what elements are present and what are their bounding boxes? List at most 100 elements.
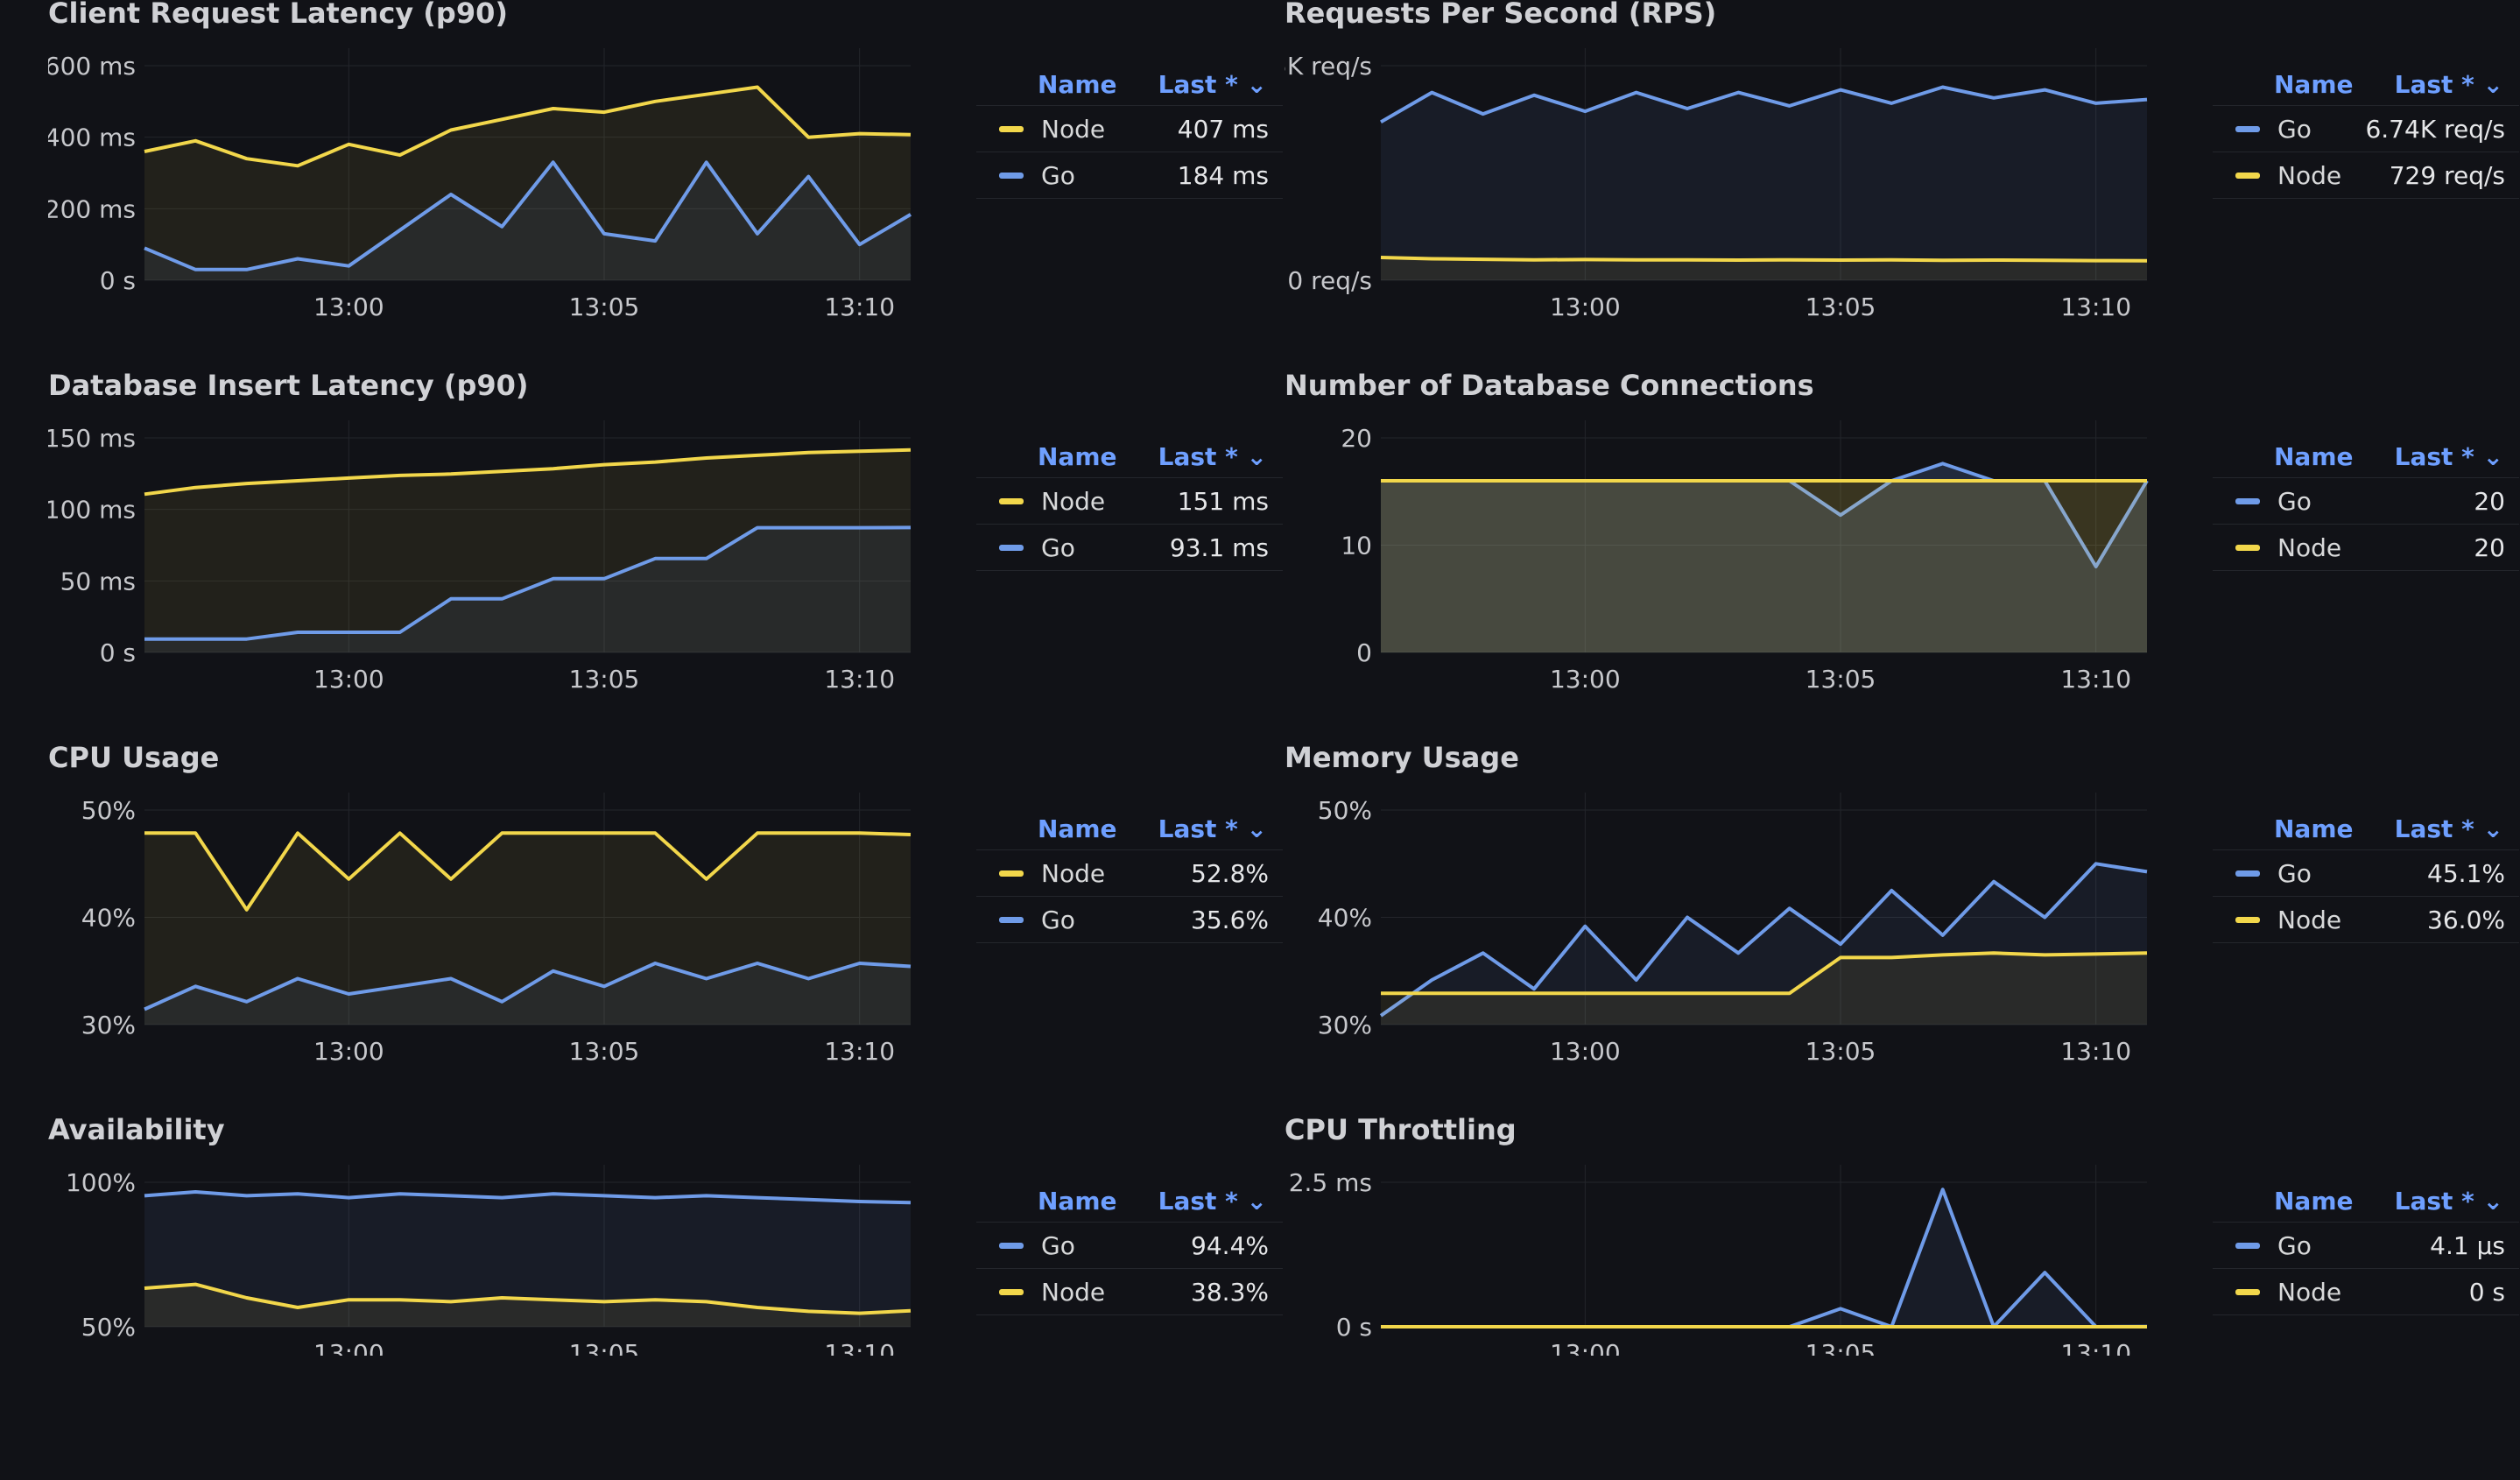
legend-row[interactable]: Node 0 s — [2213, 1269, 2519, 1315]
series-last-value: 20 — [2474, 486, 2505, 516]
series-line-node — [144, 448, 912, 497]
series-last-value: 93.1 ms — [1169, 532, 1269, 562]
y-tick-label: 30% — [81, 1011, 136, 1040]
series-area-go — [1381, 463, 2147, 652]
legend-row[interactable]: Go 6.74K req/s — [2213, 106, 2519, 152]
series-last-value: 45.1% — [2427, 858, 2505, 888]
series-line-go — [1379, 862, 2148, 1018]
legend-header-last[interactable]: Last * ⌄ — [2394, 441, 2503, 471]
legend-row[interactable]: Node 20 — [2213, 525, 2519, 571]
legend-row[interactable]: Go 35.6% — [976, 897, 1283, 943]
panel-memory-usage: Memory Usage 13:00 13:05 13:10 50% 40% 30% Na… — [1285, 741, 2519, 1108]
x-tick-label: 13:10 — [2060, 1037, 2131, 1066]
series-area-node — [1381, 481, 2147, 652]
series-swatch — [2235, 544, 2260, 551]
legend-row[interactable]: Go 93.1 ms — [976, 525, 1283, 571]
line-chart: 13:00 13:05 13:10 150 ms 100 ms 50 ms 0 s — [48, 420, 912, 694]
y-tick-label: 0 req/s — [1287, 266, 1372, 295]
y-tick-label: 100% — [66, 1168, 136, 1197]
y-tick-label: 200 ms — [48, 194, 136, 223]
series-swatch — [2235, 172, 2260, 179]
legend-header-last[interactable]: Last * ⌄ — [1158, 814, 1267, 843]
series-area-node — [1381, 257, 2147, 280]
y-tick-label: 50% — [1318, 796, 1372, 825]
legend-header-last[interactable]: Last * ⌄ — [1158, 441, 1267, 471]
legend-header-last[interactable]: Last * ⌄ — [2394, 814, 2503, 843]
legend-header: Name Last * ⌄ — [2213, 1180, 2519, 1223]
series-name: Node — [1041, 858, 1106, 888]
series-swatch — [999, 172, 1024, 179]
series-swatch — [999, 544, 1024, 551]
x-tick-label: 13:00 — [313, 292, 384, 321]
legend-row[interactable]: Go 20 — [2213, 478, 2519, 525]
panel-title: Memory Usage — [1285, 741, 1519, 774]
line-chart: 13:00 13:05 13:10 50% 40% 30% — [81, 793, 912, 1066]
series-name: Go — [1041, 532, 1075, 562]
legend-header: Name Last * ⌄ — [2213, 435, 2519, 478]
series-name: Node — [1041, 114, 1106, 144]
series-name: Go — [1041, 160, 1075, 190]
series-swatch — [999, 125, 1024, 132]
legend-header-name[interactable]: Name — [1038, 441, 1117, 471]
legend-row[interactable]: Node 729 req/s — [2213, 152, 2519, 199]
series-last-value: 6.74K req/s — [2365, 114, 2505, 144]
y-tick-label: 30% — [1318, 1011, 1372, 1040]
legend-header-name[interactable]: Name — [2274, 441, 2354, 471]
legend-row[interactable]: Node 36.0% — [2213, 897, 2519, 943]
x-tick-label: 13:10 — [2060, 1339, 2131, 1356]
x-tick-label: 13:05 — [569, 665, 640, 694]
legend-table: Name Last * ⌄ Go 45.1% Node 36.0% — [2213, 807, 2519, 943]
series-line-go — [144, 962, 912, 1011]
series-line-go — [144, 525, 912, 641]
legend-row[interactable]: Go 4.1 µs — [2213, 1223, 2519, 1269]
legend-header-name[interactable]: Name — [2274, 1186, 2354, 1216]
panel-requests-per-second: Requests Per Second (RPS) 13:00 13:05 13:1… — [1285, 0, 2519, 363]
legend-header-name[interactable]: Name — [1038, 1186, 1117, 1216]
legend-header-name[interactable]: Name — [2274, 814, 2354, 843]
panel-title: CPU Throttling — [1285, 1113, 1517, 1146]
series-name: Go — [2277, 486, 2312, 516]
series-swatch — [999, 870, 1024, 877]
y-tick-label: 0 — [1356, 638, 1372, 667]
x-tick-label: 13:10 — [824, 1037, 895, 1066]
x-tick-label: 13:10 — [2060, 292, 2131, 321]
series-name: Go — [2277, 1230, 2312, 1260]
legend-row[interactable]: Go 45.1% — [2213, 850, 2519, 897]
series-swatch — [2235, 497, 2260, 504]
line-chart: 13:00 13:05 13:10 100% 50% — [66, 1165, 912, 1356]
y-tick-label: 2.5 ms — [1289, 1168, 1372, 1197]
legend-header-last[interactable]: Last * ⌄ — [1158, 1186, 1267, 1216]
series-line-go — [144, 1190, 912, 1205]
legend-table: Name Last * ⌄ Go 4.1 µs Node 0 s — [2213, 1180, 2519, 1315]
legend-header: Name Last * ⌄ — [2213, 807, 2519, 850]
panel-title: Availability — [48, 1113, 225, 1146]
series-area-node — [1381, 953, 2147, 1025]
legend-table: Name Last * ⌄ Node 52.8% Go 35.6% — [976, 807, 1283, 943]
series-name: Node — [2277, 1277, 2342, 1307]
series-line-go — [144, 160, 912, 271]
legend-header-last[interactable]: Last * ⌄ — [2394, 69, 2503, 99]
legend-header-name[interactable]: Name — [2274, 69, 2354, 99]
legend-header-name[interactable]: Name — [1038, 814, 1117, 843]
legend-header-last[interactable]: Last * ⌄ — [2394, 1186, 2503, 1216]
y-tick-label: 100 ms — [48, 496, 136, 525]
series-last-value: 35.6% — [1191, 905, 1269, 934]
legend-header-name[interactable]: Name — [1038, 69, 1117, 99]
series-swatch — [2235, 870, 2260, 877]
panel-client-request-latency: Client Request Latency (p90) 13:00 13:05 1… — [48, 0, 1283, 363]
legend-row[interactable]: Node 38.3% — [976, 1269, 1283, 1315]
legend-row[interactable]: Node 52.8% — [976, 850, 1283, 897]
legend-row[interactable]: Go 184 ms — [976, 152, 1283, 199]
legend-row[interactable]: Node 151 ms — [976, 478, 1283, 525]
legend-header: Name Last * ⌄ — [976, 1180, 1283, 1223]
series-area-go — [144, 162, 911, 280]
y-tick-label: 0 s — [100, 638, 136, 667]
panel-database-insert-latency: Database Insert Latency (p90) 13:00 13:05… — [48, 369, 1283, 736]
y-tick-label: 0 s — [1336, 1313, 1372, 1342]
legend-row[interactable]: Go 94.4% — [976, 1223, 1283, 1269]
legend-row[interactable]: Node 407 ms — [976, 106, 1283, 152]
legend-header-last[interactable]: Last * ⌄ — [1158, 69, 1267, 99]
x-tick-label: 13:05 — [569, 1037, 640, 1066]
series-swatch — [2235, 916, 2260, 923]
series-name: Go — [1041, 1230, 1075, 1260]
